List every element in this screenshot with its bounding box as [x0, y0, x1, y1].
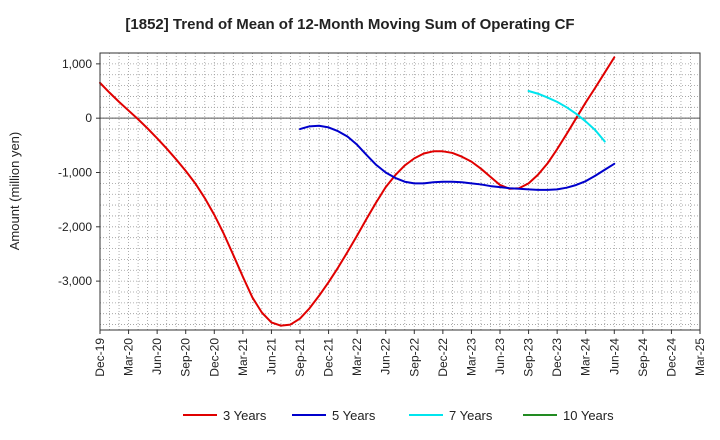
x-tick-label: Jun-21 [264, 338, 278, 375]
y-tick-label: 1,000 [62, 57, 92, 71]
x-ticks: Dec-19 Mar-20 Jun-20 Sep-20 Dec-20 Mar-21 Jun-… [93, 330, 707, 377]
legend: 3 Years 5 Years 7 Years 10 Years [183, 408, 614, 423]
x-tick-label: Jun-22 [379, 338, 393, 375]
chart-title: [1852] Trend of Mean of 12-Month Moving … [125, 16, 574, 33]
x-tick-label: Jun-23 [493, 338, 507, 375]
y-ticks: 1,000 0 -1,000 -2,000 -3,000 [58, 57, 100, 288]
x-tick-label: Dec-23 [550, 338, 564, 377]
x-tick-label: Sep-22 [407, 338, 421, 377]
y-tick-label: -3,000 [58, 274, 92, 288]
y-tick-label: -1,000 [58, 165, 92, 179]
x-tick-label: Dec-21 [322, 338, 336, 377]
plot-frame [99, 52, 701, 331]
x-tick-label: Dec-22 [436, 338, 450, 377]
x-tick-label: Dec-24 [664, 338, 678, 377]
legend-label-3: 7 Years [449, 408, 493, 423]
x-tick-label: Mar-21 [236, 338, 250, 376]
grid [100, 53, 700, 330]
x-tick-label: Jun-20 [150, 338, 164, 375]
x-tick-label: Mar-20 [122, 338, 136, 376]
x-tick-label: Mar-25 [693, 338, 707, 376]
x-tick-label: Sep-23 [522, 338, 536, 377]
series-line-3 [527, 90, 606, 143]
x-tick-label: Dec-20 [207, 338, 221, 377]
x-tick-label: Mar-23 [464, 338, 478, 376]
legend-label-2: 5 Years [332, 408, 376, 423]
series-group [99, 56, 616, 327]
series-line-1 [99, 56, 616, 327]
series-line-2 [299, 124, 616, 191]
y-tick-label: 0 [85, 111, 92, 125]
x-tick-label: Sep-21 [293, 338, 307, 377]
y-axis-label: Amount (million yen) [7, 132, 22, 251]
x-tick-label: Sep-20 [179, 338, 193, 377]
x-tick-label: Mar-24 [579, 338, 593, 376]
y-tick-label: -2,000 [58, 220, 92, 234]
legend-label-1: 3 Years [223, 408, 267, 423]
x-tick-label: Mar-22 [350, 338, 364, 376]
x-tick-label: Jun-24 [607, 338, 621, 375]
x-tick-label: Sep-24 [636, 338, 650, 377]
legend-label-4: 10 Years [563, 408, 614, 423]
x-tick-label: Dec-19 [93, 338, 107, 377]
